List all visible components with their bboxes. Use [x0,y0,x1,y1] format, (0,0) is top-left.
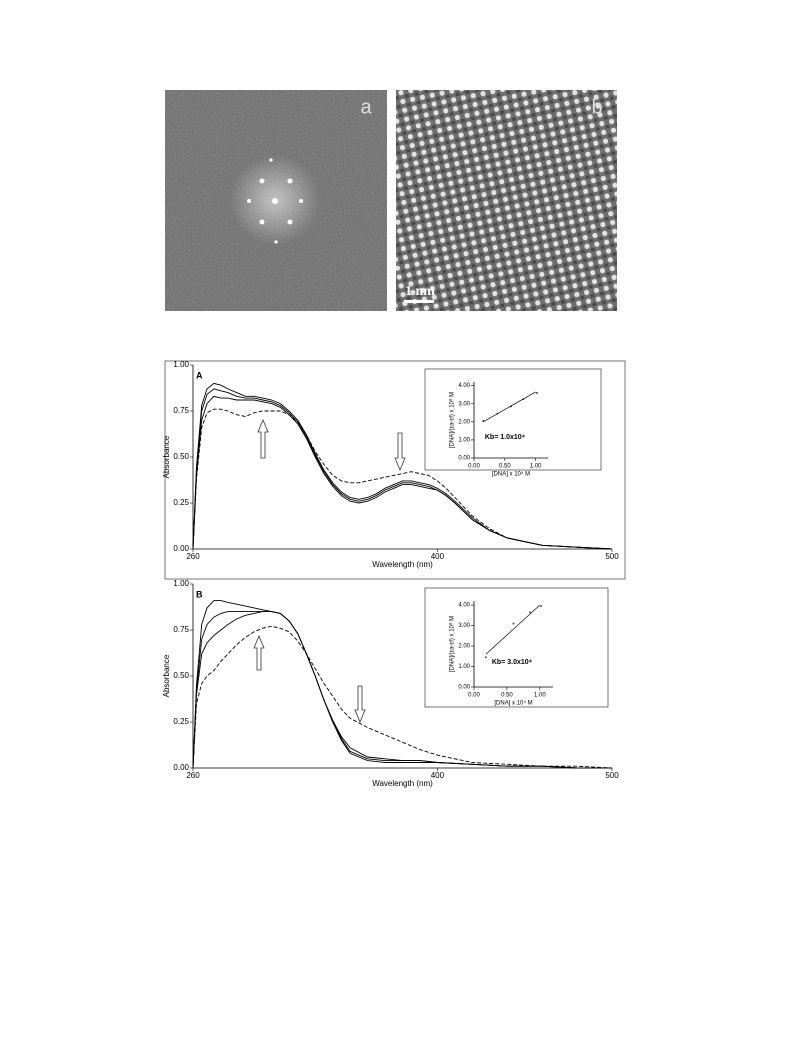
spectrum-line [192,388,613,550]
y-tick-label: 3.00 [458,623,470,629]
y-tick-label: 1.00 [458,664,470,670]
y-tick-label: 0.00 [173,544,189,553]
scale-bar-label: 1 nm [405,284,435,299]
x-tick-label: 1.00 [530,464,542,470]
x-tick-label: 400 [431,552,445,561]
inset-frame [424,587,609,708]
y-axis-label: Absorbance [162,435,171,478]
y-axis-label: [DNA]/(εa-εf) x 10⁸ M [449,616,456,672]
x-tick-label: 400 [431,771,445,780]
fit-line [485,604,541,655]
x-axis-label: [DNA] x 10⁴ M [492,471,530,478]
x-tick-label: 0.00 [468,464,480,470]
arrows [253,418,406,724]
y-axis-label: Absorbance [162,654,171,697]
annotation: Kb= 3.0x10⁴ [492,659,533,666]
y-tick-label: 1.00 [173,360,189,369]
spectrum-line [192,408,613,550]
y-tick-label: 0.25 [173,717,189,726]
x-tick-label: 500 [605,771,619,780]
fft-image [165,90,387,311]
y-tick-label: 0.00 [458,456,470,462]
spectrum-line [192,382,613,550]
x-tick-label: 500 [605,552,619,561]
y-tick-label: 1.00 [173,579,189,588]
lattice-image [396,90,617,311]
data-point [529,611,531,614]
x-tick-label: 0.50 [501,693,513,699]
inset-frame [424,368,602,471]
spectrum-line [192,611,612,769]
y-tick-label: 0.00 [458,685,470,691]
y-tick-label: 1.00 [458,437,470,443]
data-point [482,420,485,422]
x-axis-label: [DNA] x 10⁴ M [494,700,532,707]
panel-frame [164,360,626,580]
panel-label: B [196,589,203,599]
image-label: a [360,96,372,118]
y-tick-label: 0.50 [173,452,189,461]
y-tick-label: 0.75 [173,406,189,415]
y-tick-label: 0.50 [173,671,189,680]
y-tick-label: 3.00 [458,401,470,407]
y-tick-label: 2.00 [458,419,470,425]
spectrum-line [192,625,613,769]
data-point [510,405,512,408]
image-label: b [591,96,602,118]
y-tick-label: 0.75 [173,625,189,634]
spectrum-line [192,600,612,769]
data-point [512,622,515,625]
annotation: Kb= 1.0x10⁴ [485,434,526,441]
x-tick-label: 0.50 [499,464,511,470]
panel-label: A [196,370,203,380]
y-tick-label: 0.00 [173,763,189,772]
spectrum-line [192,611,612,769]
x-axis-label: Wavelength (nm) [372,779,433,788]
x-tick-label: 260 [186,771,200,780]
data-point [536,392,538,394]
y-tick-label: 4.00 [458,603,470,609]
x-tick-label: 1.00 [534,693,546,699]
y-tick-label: 0.25 [173,498,189,507]
data-point [485,656,487,659]
y-tick-label: 4.00 [458,383,470,389]
x-tick-label: 0.00 [468,693,480,699]
x-axis-label: Wavelength (nm) [372,560,433,569]
x-tick-label: 260 [186,552,200,561]
y-axis-label: [DNA]/(εa-εf) x 10⁸ M [449,392,456,448]
spectrum-line [192,395,613,550]
y-tick-label: 2.00 [458,644,470,650]
data-point [540,605,542,607]
fit-line [483,391,536,423]
